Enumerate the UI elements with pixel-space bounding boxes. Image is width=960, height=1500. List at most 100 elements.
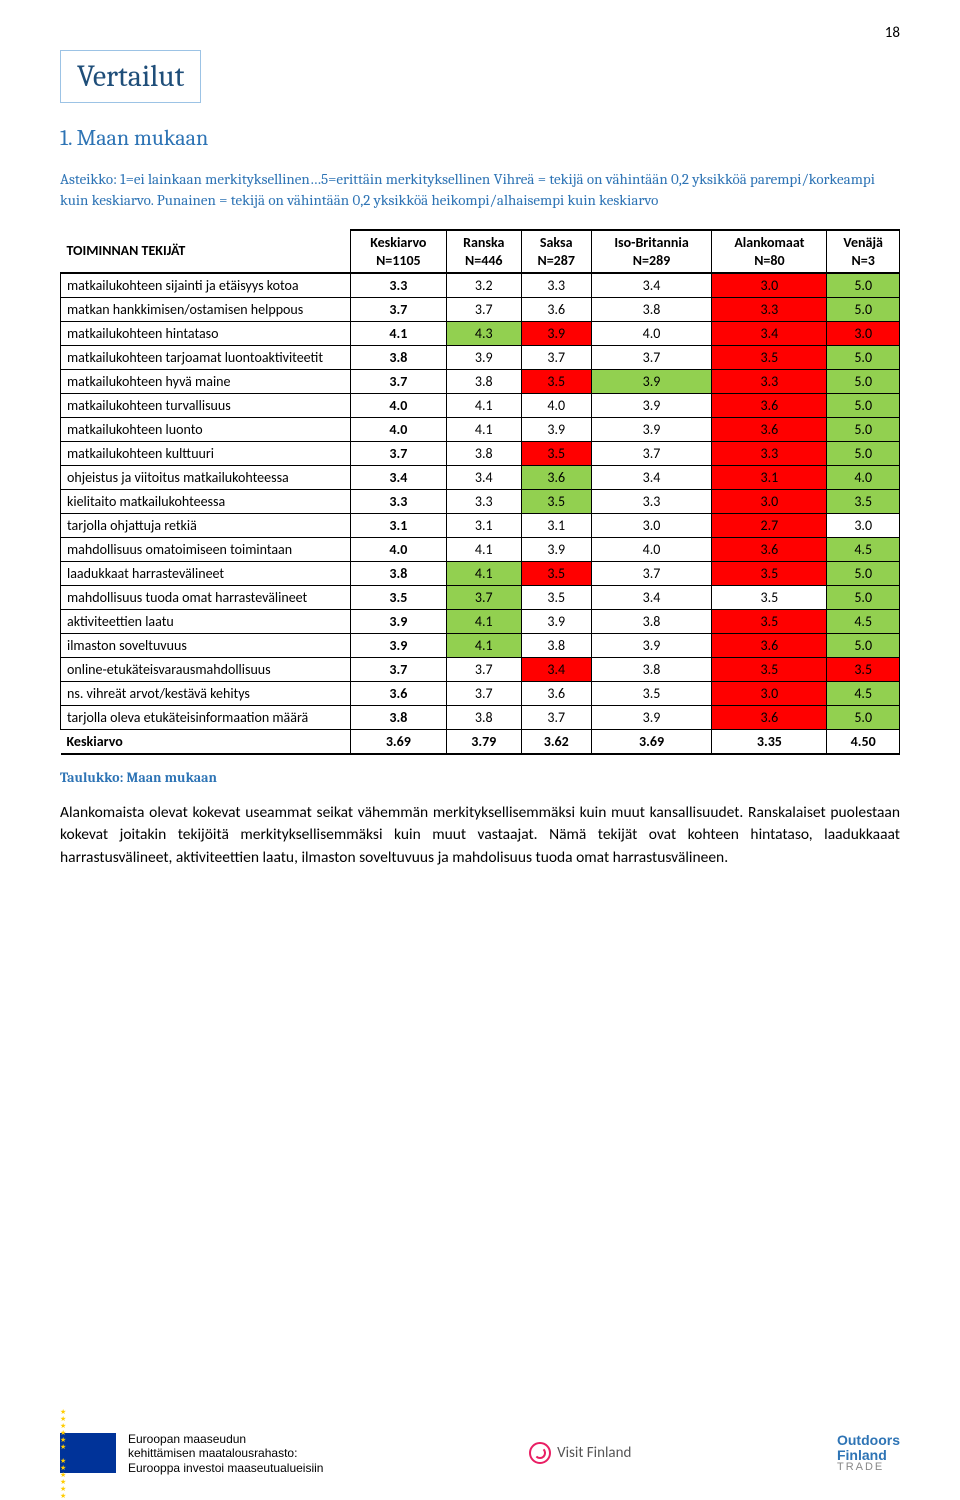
data-cell: 3.9 bbox=[591, 706, 712, 730]
footer-cell: 3.79 bbox=[446, 730, 521, 755]
body-paragraph: Alankomaista olevat kokevat useammat sei… bbox=[60, 802, 900, 869]
row-label: kielitaito matkailukohteessa bbox=[61, 490, 351, 514]
data-cell: 3.3 bbox=[712, 442, 827, 466]
data-cell: 3.7 bbox=[351, 298, 447, 322]
data-cell: 3.1 bbox=[446, 514, 521, 538]
table-row: matkailukohteen tarjoamat luontoaktivite… bbox=[61, 346, 900, 370]
eu-line-2: kehittämisen maatalousrahasto: bbox=[128, 1446, 323, 1460]
data-cell: 4.1 bbox=[446, 394, 521, 418]
row-label: laadukkaat harrastevälineet bbox=[61, 562, 351, 586]
data-cell: 3.4 bbox=[591, 273, 712, 298]
data-cell: 4.0 bbox=[351, 538, 447, 562]
data-cell: 4.0 bbox=[521, 394, 591, 418]
page-footer: ★ ★ ★ ★ ★★ ★★ ★ ★ ★ ★ Euroopan maaseudun… bbox=[0, 1432, 960, 1475]
row-label: mahdollisuus tuoda omat harrastevälineet bbox=[61, 586, 351, 610]
data-cell: 3.7 bbox=[591, 346, 712, 370]
column-header: VenäjäN=3 bbox=[827, 230, 900, 273]
page-number: 18 bbox=[885, 24, 900, 42]
data-cell: 3.1 bbox=[521, 514, 591, 538]
data-cell: 3.6 bbox=[712, 538, 827, 562]
table-row: aktiviteettien laatu3.94.13.93.83.54.5 bbox=[61, 610, 900, 634]
data-cell: 3.8 bbox=[351, 562, 447, 586]
data-cell: 5.0 bbox=[827, 273, 900, 298]
table-row: tarjolla ohjattuja retkiä3.13.13.13.02.7… bbox=[61, 514, 900, 538]
column-header: RanskaN=446 bbox=[446, 230, 521, 273]
table-row: matkailukohteen luonto4.04.13.93.93.65.0 bbox=[61, 418, 900, 442]
data-cell: 3.5 bbox=[521, 490, 591, 514]
data-cell: 3.7 bbox=[446, 586, 521, 610]
data-cell: 3.9 bbox=[446, 346, 521, 370]
table-row: matkailukohteen sijainti ja etäisyys kot… bbox=[61, 273, 900, 298]
column-header: TOIMINNAN TEKIJÄT bbox=[61, 230, 351, 273]
data-cell: 3.9 bbox=[521, 418, 591, 442]
data-cell: 3.5 bbox=[712, 658, 827, 682]
row-label: tarjolla oleva etukäteisinformaation mää… bbox=[61, 706, 351, 730]
data-cell: 5.0 bbox=[827, 586, 900, 610]
data-cell: 5.0 bbox=[827, 562, 900, 586]
row-label: matkailukohteen turvallisuus bbox=[61, 394, 351, 418]
footer-cell: 4.50 bbox=[827, 730, 900, 755]
data-cell: 3.7 bbox=[446, 298, 521, 322]
row-label: matkailukohteen hintataso bbox=[61, 322, 351, 346]
data-cell: 3.5 bbox=[591, 682, 712, 706]
data-cell: 3.4 bbox=[591, 466, 712, 490]
data-cell: 3.3 bbox=[351, 490, 447, 514]
footer-cell: 3.35 bbox=[712, 730, 827, 755]
data-cell: 5.0 bbox=[827, 442, 900, 466]
data-cell: 5.0 bbox=[827, 346, 900, 370]
data-cell: 3.6 bbox=[712, 634, 827, 658]
data-cell: 4.5 bbox=[827, 610, 900, 634]
table-row: tarjolla oleva etukäteisinformaation mää… bbox=[61, 706, 900, 730]
data-cell: 4.1 bbox=[446, 538, 521, 562]
visit-finland-icon bbox=[529, 1442, 551, 1464]
page: 18 Vertailut 1. Maan mukaan Asteikko: 1=… bbox=[0, 0, 960, 1495]
data-cell: 4.0 bbox=[591, 322, 712, 346]
oft-line-1: Outdoors bbox=[837, 1433, 900, 1448]
row-label: matkailukohteen hyvä maine bbox=[61, 370, 351, 394]
data-cell: 3.0 bbox=[591, 514, 712, 538]
scale-note: Asteikko: 1=ei lainkaan merkityksellinen… bbox=[60, 169, 900, 211]
footer-cell: 3.62 bbox=[521, 730, 591, 755]
data-cell: 3.0 bbox=[827, 514, 900, 538]
data-cell: 3.9 bbox=[521, 538, 591, 562]
data-cell: 3.6 bbox=[521, 466, 591, 490]
data-cell: 2.7 bbox=[712, 514, 827, 538]
row-label: matkailukohteen sijainti ja etäisyys kot… bbox=[61, 273, 351, 298]
data-cell: 3.7 bbox=[521, 706, 591, 730]
data-cell: 3.5 bbox=[712, 562, 827, 586]
table-row: matkailukohteen hintataso4.14.33.94.03.4… bbox=[61, 322, 900, 346]
footer-label: Keskiarvo bbox=[61, 730, 351, 755]
data-cell: 4.0 bbox=[351, 394, 447, 418]
data-cell: 3.6 bbox=[712, 394, 827, 418]
data-cell: 3.9 bbox=[351, 634, 447, 658]
data-cell: 5.0 bbox=[827, 418, 900, 442]
data-cell: 3.5 bbox=[827, 658, 900, 682]
data-cell: 4.1 bbox=[446, 418, 521, 442]
visit-finland-text: Visit Finland bbox=[557, 1444, 631, 1462]
data-cell: 3.7 bbox=[591, 442, 712, 466]
table-row: matkan hankkimisen/ostamisen helppous3.7… bbox=[61, 298, 900, 322]
data-cell: 3.5 bbox=[827, 490, 900, 514]
data-cell: 3.8 bbox=[591, 658, 712, 682]
data-cell: 3.9 bbox=[591, 370, 712, 394]
column-header: Iso-BritanniaN=289 bbox=[591, 230, 712, 273]
table-row: mahdollisuus tuoda omat harrastevälineet… bbox=[61, 586, 900, 610]
data-cell: 3.9 bbox=[351, 610, 447, 634]
data-cell: 3.7 bbox=[351, 370, 447, 394]
row-label: ns. vihreät arvot/kestävä kehitys bbox=[61, 682, 351, 706]
data-cell: 3.0 bbox=[712, 490, 827, 514]
row-label: matkan hankkimisen/ostamisen helppous bbox=[61, 298, 351, 322]
data-cell: 3.8 bbox=[351, 706, 447, 730]
data-cell: 3.1 bbox=[351, 514, 447, 538]
data-cell: 3.3 bbox=[351, 273, 447, 298]
data-cell: 3.7 bbox=[446, 682, 521, 706]
data-cell: 3.8 bbox=[446, 370, 521, 394]
data-cell: 3.9 bbox=[521, 322, 591, 346]
eu-text: Euroopan maaseudun kehittämisen maatalou… bbox=[128, 1432, 323, 1475]
data-cell: 4.1 bbox=[446, 610, 521, 634]
data-cell: 4.5 bbox=[827, 682, 900, 706]
data-cell: 4.0 bbox=[591, 538, 712, 562]
data-cell: 3.8 bbox=[521, 634, 591, 658]
data-cell: 3.7 bbox=[591, 562, 712, 586]
data-cell: 3.4 bbox=[712, 322, 827, 346]
